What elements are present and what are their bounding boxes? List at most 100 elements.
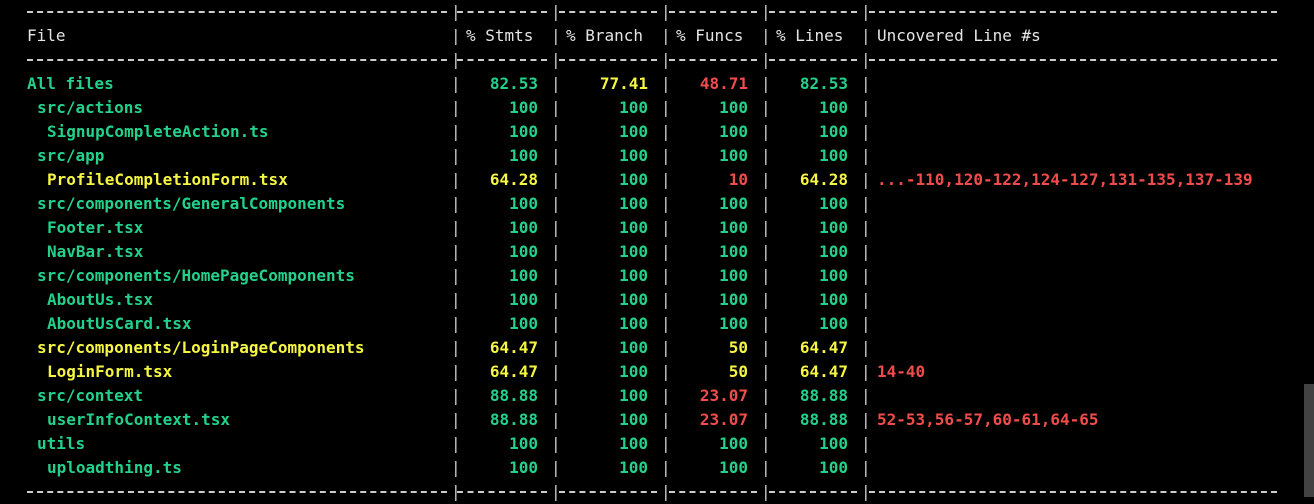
row-stmts: 100 bbox=[509, 314, 538, 333]
dash-line bbox=[669, 491, 757, 493]
column-divider: | bbox=[861, 290, 871, 309]
column-divider: | bbox=[861, 50, 871, 69]
row-stmts: 100 bbox=[509, 458, 538, 477]
column-divider: | bbox=[661, 242, 671, 261]
row-file: ProfileCompletionForm.tsx bbox=[47, 170, 288, 189]
dash-line bbox=[769, 59, 857, 61]
row-branch: 77.41 bbox=[599, 74, 648, 93]
table-row: src/app 100 100 100 100 | | | | | bbox=[27, 144, 1287, 168]
coverage-rows: All files 82.53 77.41 48.71 82.53 | | | | | src/ac… bbox=[27, 72, 1287, 480]
row-uncovered bbox=[877, 264, 1287, 288]
column-divider: | bbox=[761, 2, 771, 21]
dash-line bbox=[559, 11, 657, 13]
row-uncovered: 14-40 bbox=[877, 362, 926, 381]
row-lines: 100 bbox=[819, 194, 848, 213]
dash-line bbox=[869, 11, 1277, 13]
column-divider: | bbox=[661, 26, 671, 45]
row-stmts: 100 bbox=[509, 218, 538, 237]
column-divider: | bbox=[551, 146, 561, 165]
row-stmts: 88.88 bbox=[489, 386, 538, 405]
row-funcs: 10 bbox=[728, 170, 748, 189]
row-funcs: 100 bbox=[719, 98, 748, 117]
column-divider: | bbox=[761, 362, 771, 381]
column-divider: | bbox=[861, 362, 871, 381]
dash-line bbox=[457, 491, 547, 493]
dash-line bbox=[559, 491, 657, 493]
column-divider: | bbox=[551, 170, 561, 189]
column-divider: | bbox=[661, 458, 671, 477]
column-divider: | bbox=[451, 242, 461, 261]
row-lines: 100 bbox=[819, 290, 848, 309]
row-uncovered bbox=[877, 336, 1287, 360]
column-divider: | bbox=[661, 170, 671, 189]
column-divider: | bbox=[451, 26, 461, 45]
header-funcs: % Funcs bbox=[676, 26, 744, 45]
column-divider: | bbox=[551, 194, 561, 213]
dash-line bbox=[869, 491, 1277, 493]
row-uncovered bbox=[877, 312, 1287, 336]
row-branch: 100 bbox=[619, 98, 648, 117]
row-lines: 100 bbox=[819, 314, 848, 333]
row-file: LoginForm.tsx bbox=[47, 362, 173, 381]
row-uncovered bbox=[877, 192, 1287, 216]
column-divider: | bbox=[861, 170, 871, 189]
row-branch: 100 bbox=[619, 218, 648, 237]
row-branch: 100 bbox=[619, 410, 648, 429]
column-divider: | bbox=[861, 386, 871, 405]
row-stmts: 64.28 bbox=[489, 170, 538, 189]
column-divider: | bbox=[661, 290, 671, 309]
column-divider: | bbox=[661, 218, 671, 237]
row-funcs: 100 bbox=[719, 194, 748, 213]
column-divider: | bbox=[661, 362, 671, 381]
row-branch: 100 bbox=[619, 194, 648, 213]
row-uncovered bbox=[877, 144, 1287, 168]
column-divider: | bbox=[861, 338, 871, 357]
dash-line bbox=[559, 59, 657, 61]
row-funcs: 23.07 bbox=[699, 410, 748, 429]
row-lines: 100 bbox=[819, 146, 848, 165]
row-uncovered bbox=[877, 240, 1287, 264]
column-divider: | bbox=[451, 482, 461, 501]
column-divider: | bbox=[661, 434, 671, 453]
column-divider: | bbox=[761, 338, 771, 357]
table-row: userInfoContext.tsx 88.88 100 23.07 88.88 52-… bbox=[27, 408, 1287, 432]
column-divider: | bbox=[551, 386, 561, 405]
row-funcs: 100 bbox=[719, 242, 748, 261]
row-branch: 100 bbox=[619, 386, 648, 405]
table-row: src/context 88.88 100 23.07 88.88 | | | | | bbox=[27, 384, 1287, 408]
terminal-scrollbar[interactable] bbox=[1304, 384, 1314, 497]
row-lines: 88.88 bbox=[799, 386, 848, 405]
row-branch: 100 bbox=[619, 458, 648, 477]
table-row: Footer.tsx 100 100 100 100 | | | | | bbox=[27, 216, 1287, 240]
row-uncovered bbox=[877, 120, 1287, 144]
table-row: uploadthing.ts 100 100 100 100 | | | | | bbox=[27, 456, 1287, 480]
row-lines: 82.53 bbox=[799, 74, 848, 93]
column-divider: | bbox=[451, 74, 461, 93]
row-stmts: 88.88 bbox=[489, 410, 538, 429]
column-divider: | bbox=[761, 218, 771, 237]
column-divider: | bbox=[661, 386, 671, 405]
header-lines: % Lines bbox=[776, 26, 844, 45]
row-stmts: 100 bbox=[509, 194, 538, 213]
separator-header: | | | | | bbox=[27, 48, 1287, 72]
column-divider: | bbox=[861, 482, 871, 501]
column-divider: | bbox=[861, 458, 871, 477]
row-file: src/components/GeneralComponents bbox=[37, 194, 346, 213]
row-uncovered bbox=[877, 432, 1287, 456]
row-lines: 88.88 bbox=[799, 410, 848, 429]
column-divider: | bbox=[551, 338, 561, 357]
column-divider: | bbox=[861, 26, 871, 45]
column-divider: | bbox=[661, 146, 671, 165]
column-divider: | bbox=[861, 314, 871, 333]
column-divider: | bbox=[861, 98, 871, 117]
row-stmts: 100 bbox=[509, 266, 538, 285]
column-divider: | bbox=[551, 482, 561, 501]
row-stmts: 100 bbox=[509, 122, 538, 141]
column-divider: | bbox=[861, 74, 871, 93]
column-divider: | bbox=[761, 314, 771, 333]
row-funcs: 100 bbox=[719, 434, 748, 453]
dash-line bbox=[457, 59, 547, 61]
row-funcs: 48.71 bbox=[699, 74, 748, 93]
dash-line bbox=[457, 11, 547, 13]
row-uncovered bbox=[877, 456, 1287, 480]
